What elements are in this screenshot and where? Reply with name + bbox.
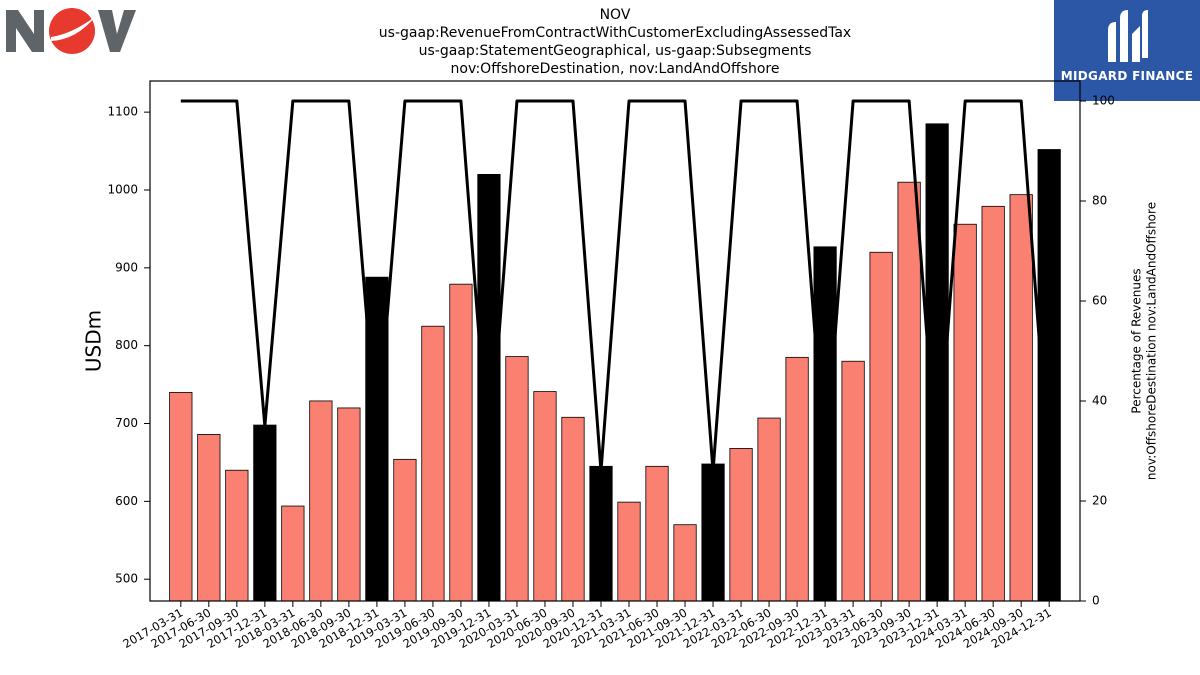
bar-2017-12-31 bbox=[253, 424, 277, 602]
percentage-line bbox=[180, 99, 1051, 473]
bar-2019-09-30 bbox=[449, 283, 473, 602]
y2-tick-label-20: 20 bbox=[1092, 494, 1107, 508]
bar-2017-03-31 bbox=[169, 391, 193, 602]
y2-axis-label-line1: Percentage of Revenues bbox=[1130, 268, 1144, 413]
midgard-brand-text: MIDGARD FINANCE bbox=[1060, 69, 1194, 83]
x-axis: 2017-03-312017-06-302017-09-302017-12-31… bbox=[120, 601, 1054, 651]
nov-logo bbox=[6, 8, 136, 54]
bar-2023-09-30 bbox=[897, 181, 921, 602]
y2-tick-label-60: 60 bbox=[1092, 294, 1107, 308]
bar-2020-09-30 bbox=[561, 416, 585, 602]
bar-2022-06-30 bbox=[757, 417, 781, 602]
y-tick-label-1000: 1000 bbox=[107, 182, 138, 196]
bar-2018-09-30 bbox=[337, 407, 361, 602]
y2-axis-label-line2: nov:OffshoreDestination nov:LandAndOffsh… bbox=[1145, 202, 1159, 480]
bar-2020-12-31 bbox=[589, 465, 613, 602]
y-axis-left: 500 600 700 800 900 1000 1100 bbox=[107, 105, 150, 586]
bar-2021-09-30 bbox=[673, 524, 697, 602]
bar-series bbox=[169, 123, 1061, 602]
title-line-members: nov:OffshoreDestination, nov:LandAndOffs… bbox=[450, 61, 780, 77]
bar-2023-03-31 bbox=[841, 360, 865, 602]
bar-2024-09-30 bbox=[1009, 194, 1033, 602]
bar-2021-03-31 bbox=[617, 501, 641, 602]
bar-2021-06-30 bbox=[645, 465, 669, 602]
y-tick-label-500: 500 bbox=[115, 572, 138, 586]
y-axis-label: USDm bbox=[82, 310, 106, 372]
bar-2021-12-31 bbox=[701, 463, 725, 602]
y-tick-label-800: 800 bbox=[115, 338, 138, 352]
bar-2019-03-31 bbox=[393, 458, 417, 602]
bar-2020-06-30 bbox=[533, 391, 557, 602]
y-tick-label-1100: 1100 bbox=[107, 105, 138, 119]
bar-2024-03-31 bbox=[953, 223, 977, 602]
title-line-axes: us-gaap:StatementGeographical, us-gaap:S… bbox=[418, 43, 812, 59]
title-line-company: NOV bbox=[599, 7, 631, 23]
bar-2023-06-30 bbox=[869, 251, 893, 602]
y2-tick-label-80: 80 bbox=[1092, 194, 1107, 208]
logo-letter-v bbox=[98, 10, 136, 52]
logo-swoosh bbox=[51, 16, 96, 41]
bar-2018-03-31 bbox=[281, 505, 305, 602]
bar-2018-06-30 bbox=[309, 400, 333, 602]
y2-tick-label-40: 40 bbox=[1092, 394, 1107, 408]
bar-2017-06-30 bbox=[197, 434, 221, 602]
bar-2019-06-30 bbox=[421, 325, 445, 602]
bar-2022-03-31 bbox=[729, 448, 753, 602]
bar-2022-12-31 bbox=[813, 246, 837, 602]
title-line-concept: us-gaap:RevenueFromContractWithCustomerE… bbox=[378, 25, 852, 41]
logo-letter-n bbox=[6, 10, 44, 52]
plot-frame bbox=[149, 80, 1081, 602]
bar-2022-09-30 bbox=[785, 356, 809, 602]
bar-2020-03-31 bbox=[505, 356, 529, 602]
y-axis-right: 0 20 40 60 80 100 bbox=[1080, 94, 1115, 608]
bar-2024-06-30 bbox=[981, 205, 1005, 602]
y-tick-label-700: 700 bbox=[115, 416, 138, 430]
midgard-emblem-icon bbox=[1108, 10, 1148, 62]
y2-tick-label-100: 100 bbox=[1092, 94, 1115, 108]
y-tick-label-900: 900 bbox=[115, 260, 138, 274]
y2-tick-label-0: 0 bbox=[1092, 594, 1100, 608]
midgard-finance-logo: MIDGARD FINANCE bbox=[1054, 0, 1200, 101]
y-tick-label-600: 600 bbox=[115, 494, 138, 508]
bar-2019-12-31 bbox=[477, 174, 501, 602]
bar-2017-09-30 bbox=[225, 469, 249, 602]
chart-title: NOV us-gaap:RevenueFromContractWithCusto… bbox=[300, 6, 930, 78]
percentage-line-series bbox=[180, 99, 1051, 473]
